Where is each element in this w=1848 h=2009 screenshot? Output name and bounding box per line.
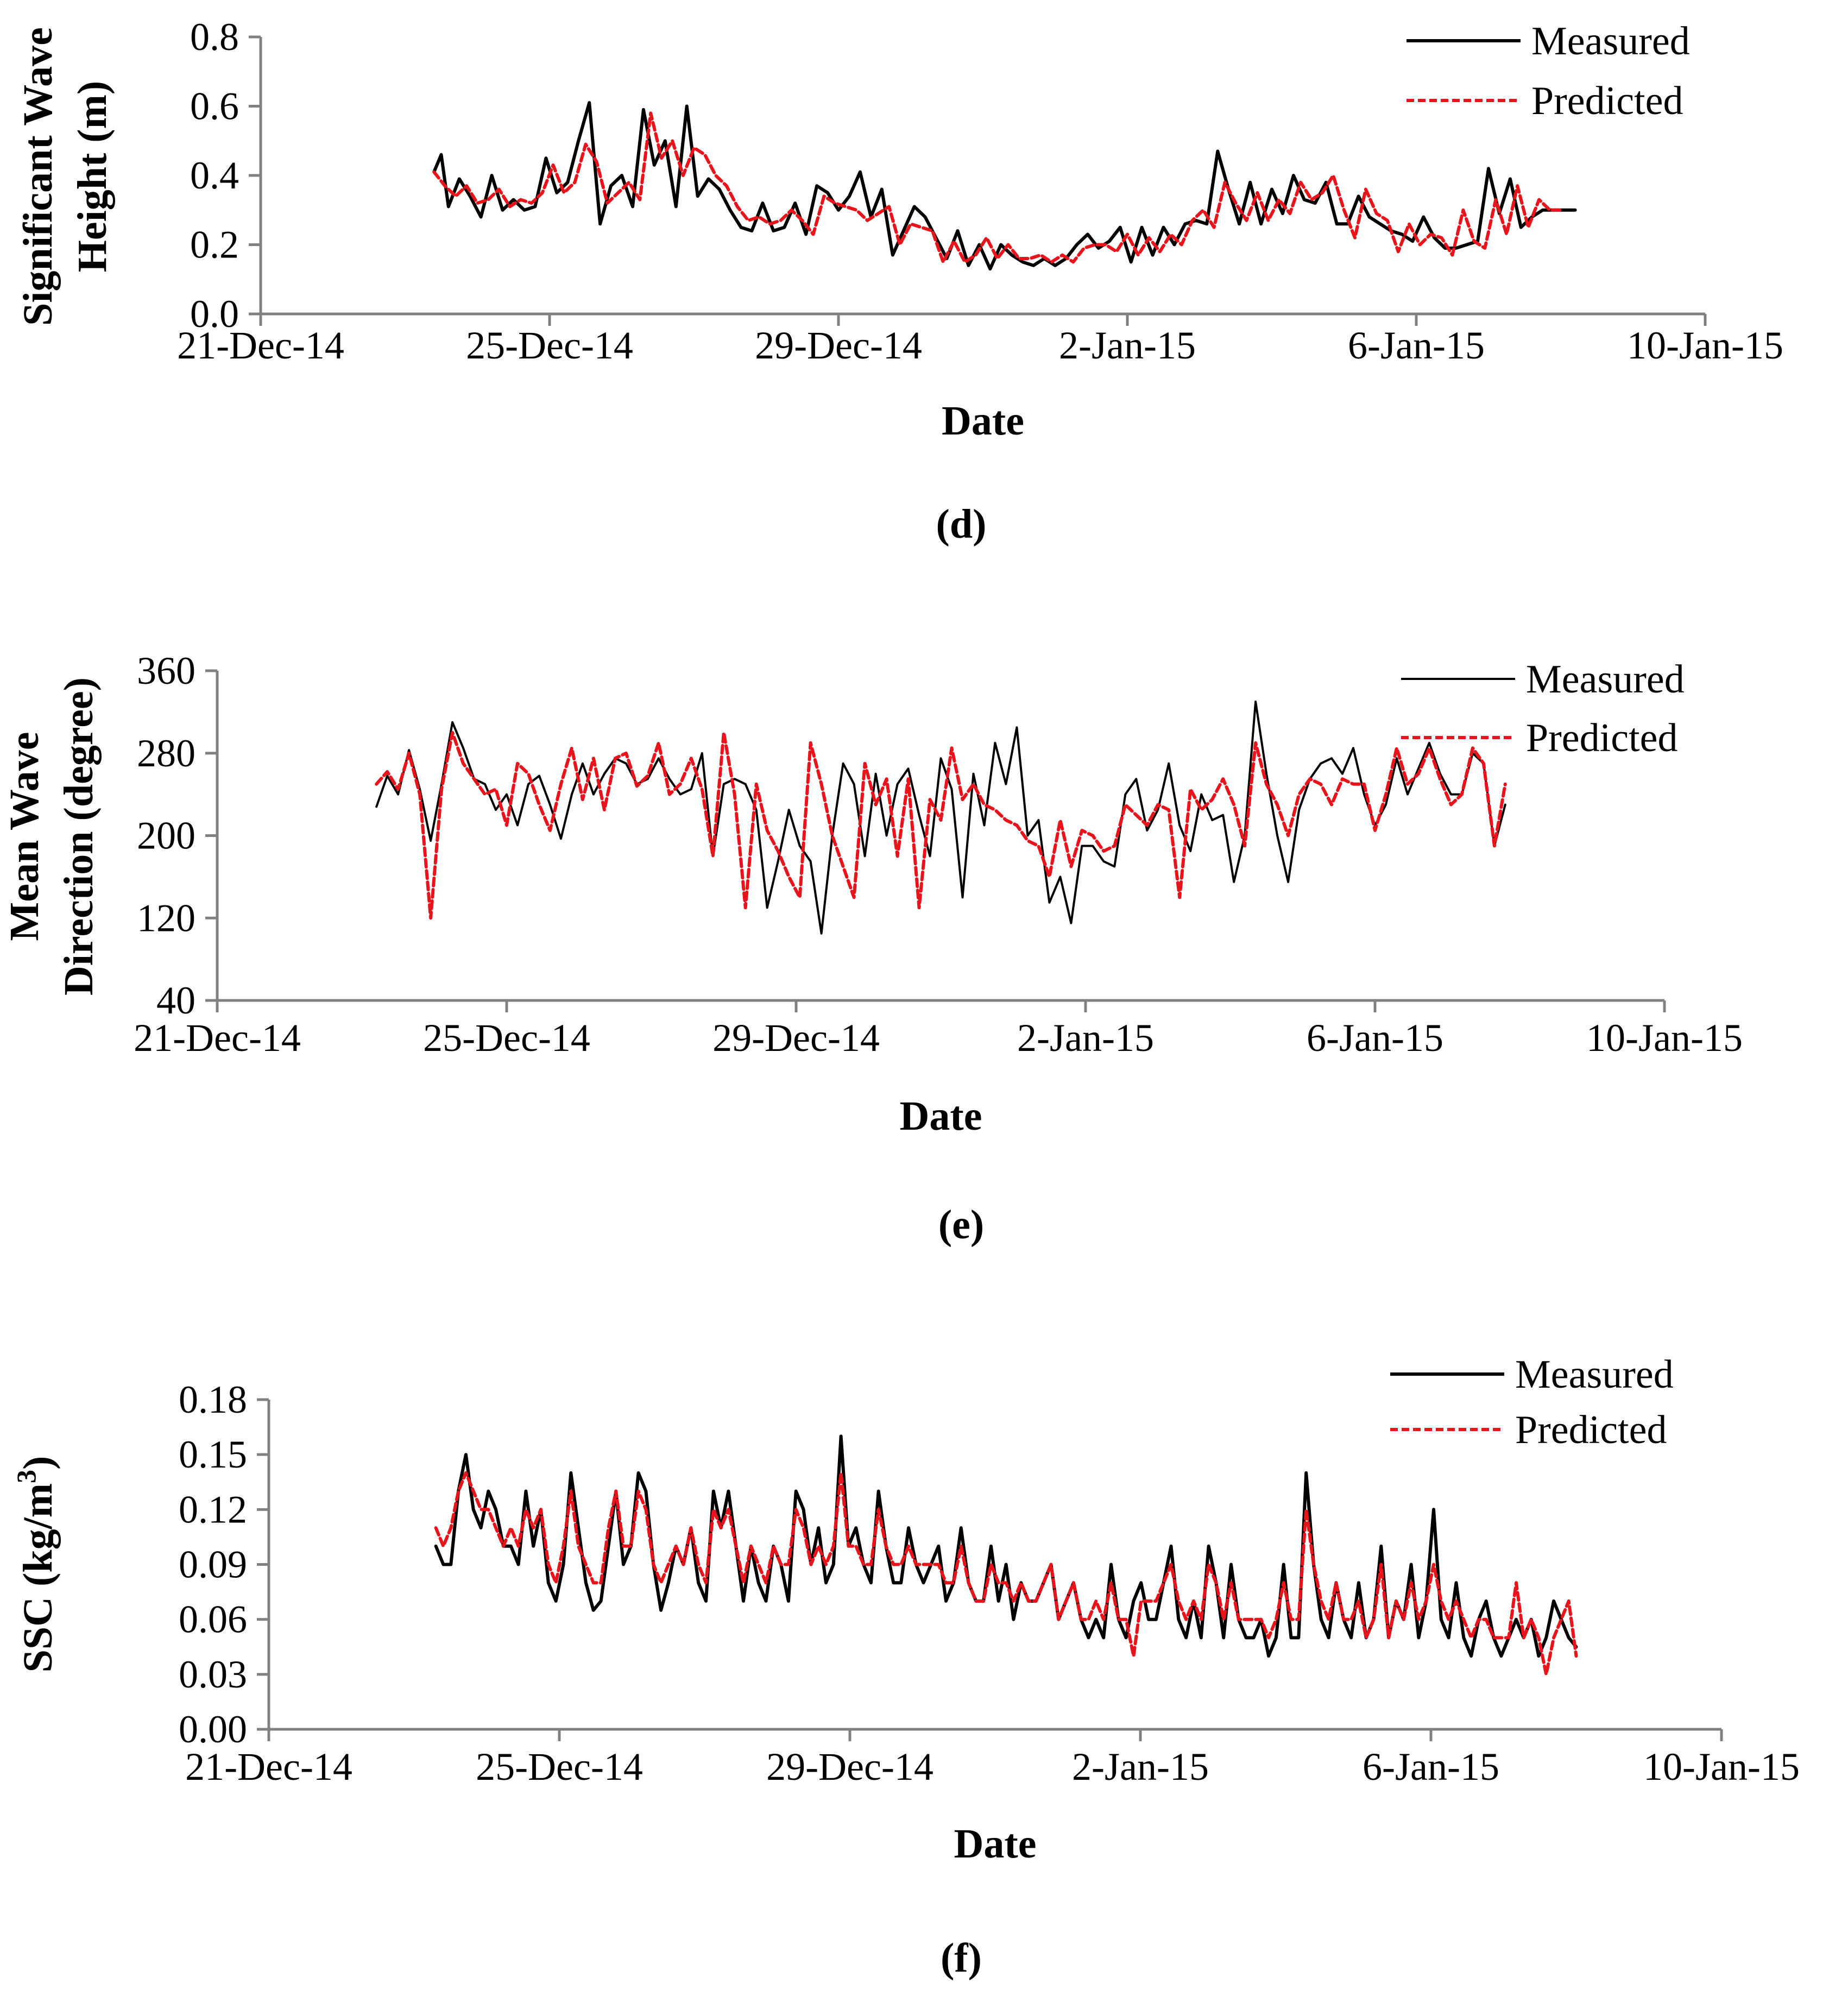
y-tick-label: 0.4 [190, 154, 239, 197]
series-line-predicted [434, 1471, 1578, 1676]
x-tick-label: 2-Jan-15 [1059, 324, 1196, 367]
y-tick-label: 0.00 [179, 1708, 247, 1751]
x-tick-label: 6-Jan-15 [1307, 1016, 1443, 1060]
legend-label: Predicted [1526, 716, 1677, 760]
figure-caption: (e) [938, 1202, 984, 1248]
y-axis-label-part: SSC (kg/m [15, 1483, 61, 1672]
y-tick-label: 0.06 [179, 1598, 247, 1641]
y-tick-label: 0.15 [179, 1433, 247, 1476]
y-axis-label: Height (m) [70, 81, 115, 272]
x-axis-label: Date [900, 1093, 982, 1139]
series-line-measured [432, 101, 1577, 271]
y-tick-label: 0.6 [190, 85, 239, 128]
x-tick-label: 21-Dec-14 [185, 1745, 352, 1788]
legend-label: Measured [1515, 1352, 1674, 1397]
x-tick-label: 29-Dec-14 [755, 324, 922, 367]
chart-significant-wave-height: 0.0 0.2 0.4 0.6 0.8 21-Dec-14 25-Dec-14 29-Dec-… [15, 15, 1783, 547]
figure-caption: (d) [936, 501, 987, 547]
x-tick-label: 2-Jan-15 [1072, 1745, 1209, 1788]
x-tick-label: 21-Dec-14 [177, 324, 344, 367]
figure-caption: (f) [941, 1935, 982, 1981]
legend-label: Measured [1526, 657, 1685, 702]
y-tick-label: 0.8 [190, 15, 239, 59]
x-tick-label: 29-Dec-14 [712, 1016, 880, 1060]
y-axis-label: Significant Wave [15, 27, 61, 326]
x-tick-label: 10-Jan-15 [1643, 1745, 1800, 1788]
x-tick-label: 25-Dec-14 [423, 1016, 590, 1060]
y-tick-label: 0.03 [179, 1653, 247, 1696]
y-tick-label: 0.0 [190, 292, 239, 336]
y-tick-label: 0.18 [179, 1378, 247, 1421]
y-tick-label: 280 [137, 732, 195, 775]
y-axis-label: SSC (kg/m3) [11, 1456, 61, 1673]
y-tick-label: 40 [156, 979, 195, 1022]
y-tick-label: 0.2 [190, 223, 239, 267]
x-tick-label: 6-Jan-15 [1348, 324, 1485, 367]
x-tick-label: 25-Dec-14 [466, 324, 633, 367]
y-tick-label: 200 [137, 814, 195, 858]
y-tick-label: 360 [137, 649, 195, 692]
legend-label: Measured [1531, 19, 1690, 64]
legend-label: Predicted [1515, 1408, 1667, 1452]
legend-label: Predicted [1531, 79, 1683, 123]
x-axis-label: Date [954, 1821, 1037, 1867]
series-line-measured [375, 700, 1506, 935]
y-axis-label-superscript: 3 [11, 1470, 41, 1483]
x-tick-label: 10-Jan-15 [1627, 324, 1783, 367]
chart-mean-wave-direction: 40 120 200 280 360 21-Dec-14 25-Dec-14 29-Dec-1… [2, 649, 1743, 1248]
y-axis-label-part: ) [15, 1456, 61, 1470]
x-axis-label: Date [942, 398, 1024, 444]
x-tick-label: 25-Dec-14 [476, 1745, 643, 1788]
x-tick-label: 6-Jan-15 [1363, 1745, 1499, 1788]
x-tick-label: 21-Dec-14 [134, 1016, 301, 1060]
x-tick-label: 29-Dec-14 [766, 1745, 934, 1788]
series-line-predicted [375, 730, 1507, 920]
y-tick-label: 120 [137, 896, 195, 940]
y-tick-label: 0.12 [179, 1488, 247, 1531]
y-axis-label: Direction (degree) [56, 677, 102, 996]
y-axis-label: Mean Wave [2, 732, 47, 941]
series-line-predicted [432, 111, 1562, 264]
x-tick-label: 2-Jan-15 [1017, 1016, 1154, 1060]
chart-ssc: 0.00 0.03 0.06 0.09 0.12 0.15 0.18 21-Dec-14 25-… [11, 1352, 1800, 1981]
x-tick-label: 10-Jan-15 [1586, 1016, 1743, 1060]
y-tick-label: 0.09 [179, 1543, 247, 1586]
